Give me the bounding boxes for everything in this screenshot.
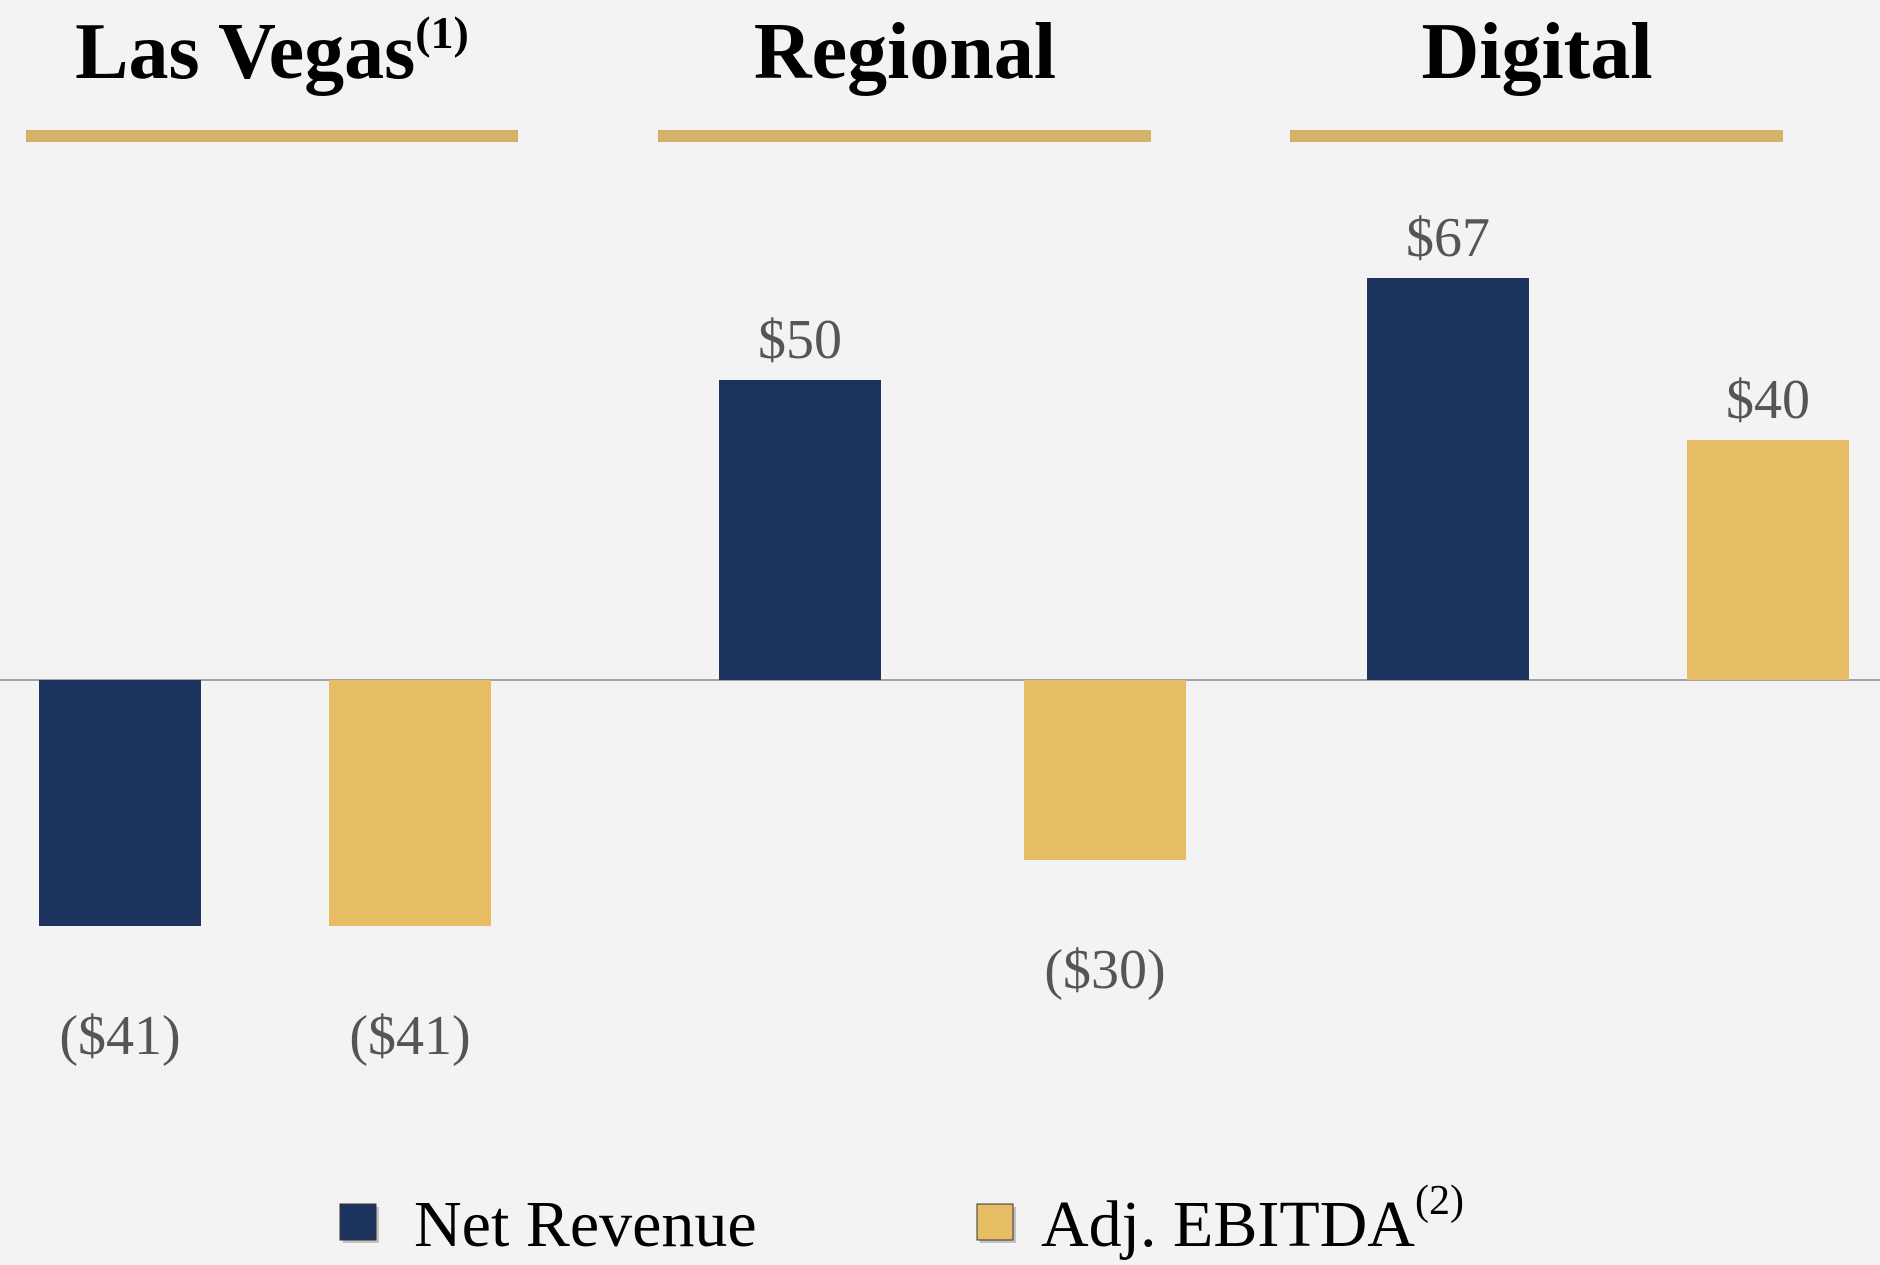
- value-label: ($41): [349, 1005, 470, 1067]
- bar: [1024, 680, 1186, 860]
- legend-label-footnote: (2): [1415, 1178, 1464, 1224]
- group-title-text: Las Vegas: [75, 8, 415, 96]
- legend-swatch: [976, 1203, 1014, 1241]
- bar: [39, 680, 201, 926]
- group-title: Las Vegas(1): [75, 7, 469, 96]
- group-underline: [658, 130, 1151, 142]
- value-label: ($41): [59, 1005, 180, 1067]
- bar: [1687, 440, 1849, 680]
- bar: [329, 680, 491, 926]
- legend-label-text: Net Revenue: [414, 1188, 757, 1261]
- group-title-text: Regional: [754, 8, 1056, 96]
- value-label: $67: [1406, 207, 1490, 269]
- group-underline: [26, 130, 518, 142]
- group-title-text: Digital: [1421, 8, 1652, 96]
- bar: [719, 380, 881, 680]
- legend-swatch: [339, 1203, 377, 1241]
- legend-label-text: Adj. EBITDA: [1041, 1188, 1415, 1261]
- group-title: Digital: [1421, 8, 1652, 96]
- group-title-footnote: (1): [415, 7, 469, 58]
- bar: [1367, 278, 1529, 680]
- value-label: $40: [1726, 369, 1810, 431]
- value-label: ($30): [1044, 939, 1165, 1001]
- group-underline: [1290, 130, 1783, 142]
- value-label: $50: [758, 309, 842, 371]
- legend-label: Adj. EBITDA(2): [1041, 1178, 1464, 1261]
- legend-label: Net Revenue: [414, 1188, 757, 1261]
- group-title: Regional: [754, 8, 1056, 96]
